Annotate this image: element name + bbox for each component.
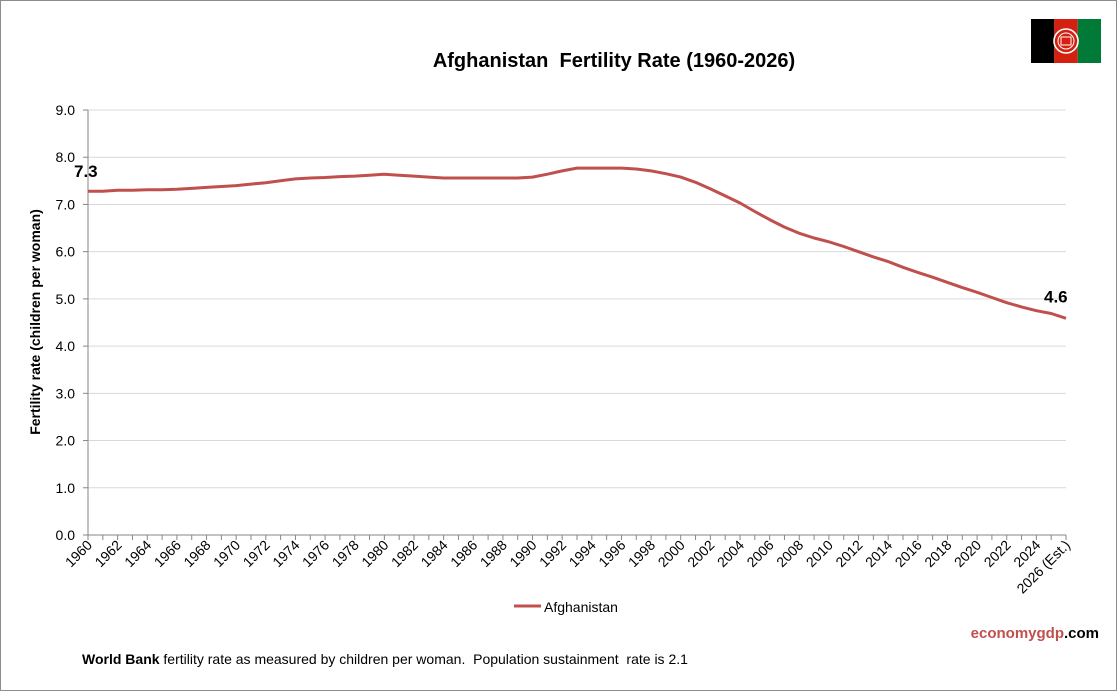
- y-tick-label: 1.0: [56, 480, 76, 496]
- legend[interactable]: Afghanistan: [514, 599, 618, 615]
- x-tick-label: 1988: [477, 537, 510, 570]
- axes: [87, 110, 1066, 536]
- series-lines: [88, 166, 1067, 320]
- x-tick-label: 1966: [151, 537, 184, 570]
- x-tick-label: 2010: [803, 537, 836, 570]
- x-tick-label: 1970: [210, 537, 243, 570]
- legend-label: Afghanistan: [544, 599, 618, 615]
- x-axis-ticks: 1960196219641966196819701972197419761978…: [62, 535, 1073, 597]
- x-tick-label: 2014: [862, 537, 895, 570]
- x-tick-label: 2016: [892, 537, 925, 570]
- x-tick-label: 2008: [773, 537, 806, 570]
- y-tick-label: 3.0: [56, 385, 76, 401]
- x-tick-label: 1964: [121, 537, 154, 570]
- y-tick-label: 9.0: [56, 102, 76, 118]
- footnote: World Bank fertility rate as measured by…: [82, 651, 688, 667]
- x-tick-label: 2018: [921, 537, 954, 570]
- footnote-source: World Bank: [82, 651, 160, 667]
- x-tick-label: 1996: [595, 537, 628, 570]
- flag-icon: [1031, 19, 1101, 63]
- x-tick-label: 2020: [951, 537, 984, 570]
- x-tick-label: 1982: [388, 537, 421, 570]
- x-tick-label: 1994: [566, 537, 599, 570]
- x-tick-label: 2004: [714, 537, 747, 570]
- y-axis-ticks: 0.0 1.0 2.0 3.0 4.0 5.0 6.0 7.0 8.0 9.0: [56, 102, 88, 543]
- credit-domain: .com: [1063, 625, 1099, 642]
- data-label: 4.6: [1044, 287, 1068, 306]
- x-tick-label: 1972: [240, 537, 273, 570]
- x-tick-label: 2006: [743, 537, 776, 570]
- x-tick-label: 1990: [506, 537, 539, 570]
- x-tick-label: 1986: [447, 537, 480, 570]
- x-tick-label: 1998: [625, 537, 658, 570]
- y-tick-label: 8.0: [56, 149, 76, 165]
- data-annotations: 7.3 4.6: [74, 162, 1068, 306]
- x-tick-label: 1992: [536, 537, 569, 570]
- x-tick-label: 1980: [358, 537, 391, 570]
- y-axis-label: Fertility rate (children per woman): [27, 209, 43, 435]
- x-tick-label: 1962: [91, 537, 124, 570]
- x-tick-label: 1978: [329, 537, 362, 570]
- y-tick-label: 4.0: [56, 338, 76, 354]
- grid-lines: [88, 109, 1066, 489]
- site-credit: economygdp.com: [971, 625, 1099, 642]
- chart-title: Afghanistan Fertility Rate (1960-2026): [433, 50, 795, 72]
- series-line-afghanistan: [88, 166, 1067, 320]
- y-tick-label: 7.0: [56, 196, 76, 212]
- x-tick-label: 1984: [417, 537, 450, 570]
- y-tick-label: 6.0: [56, 244, 76, 260]
- footnote-text: fertility rate as measured by children p…: [159, 651, 688, 667]
- data-label: 7.3: [74, 162, 98, 181]
- x-tick-label: 2012: [832, 537, 865, 570]
- y-tick-label: 5.0: [56, 291, 76, 307]
- x-tick-label: 2022: [981, 537, 1014, 570]
- x-tick-label: 2000: [655, 537, 688, 570]
- y-tick-label: 2.0: [56, 433, 76, 449]
- credit-name: economygdp: [970, 625, 1064, 642]
- x-tick-label: 1974: [269, 537, 302, 570]
- x-tick-label: 1976: [299, 537, 332, 570]
- x-tick-label: 2002: [684, 537, 717, 570]
- x-tick-label: 1968: [180, 537, 213, 570]
- y-tick-label: 0.0: [56, 527, 76, 543]
